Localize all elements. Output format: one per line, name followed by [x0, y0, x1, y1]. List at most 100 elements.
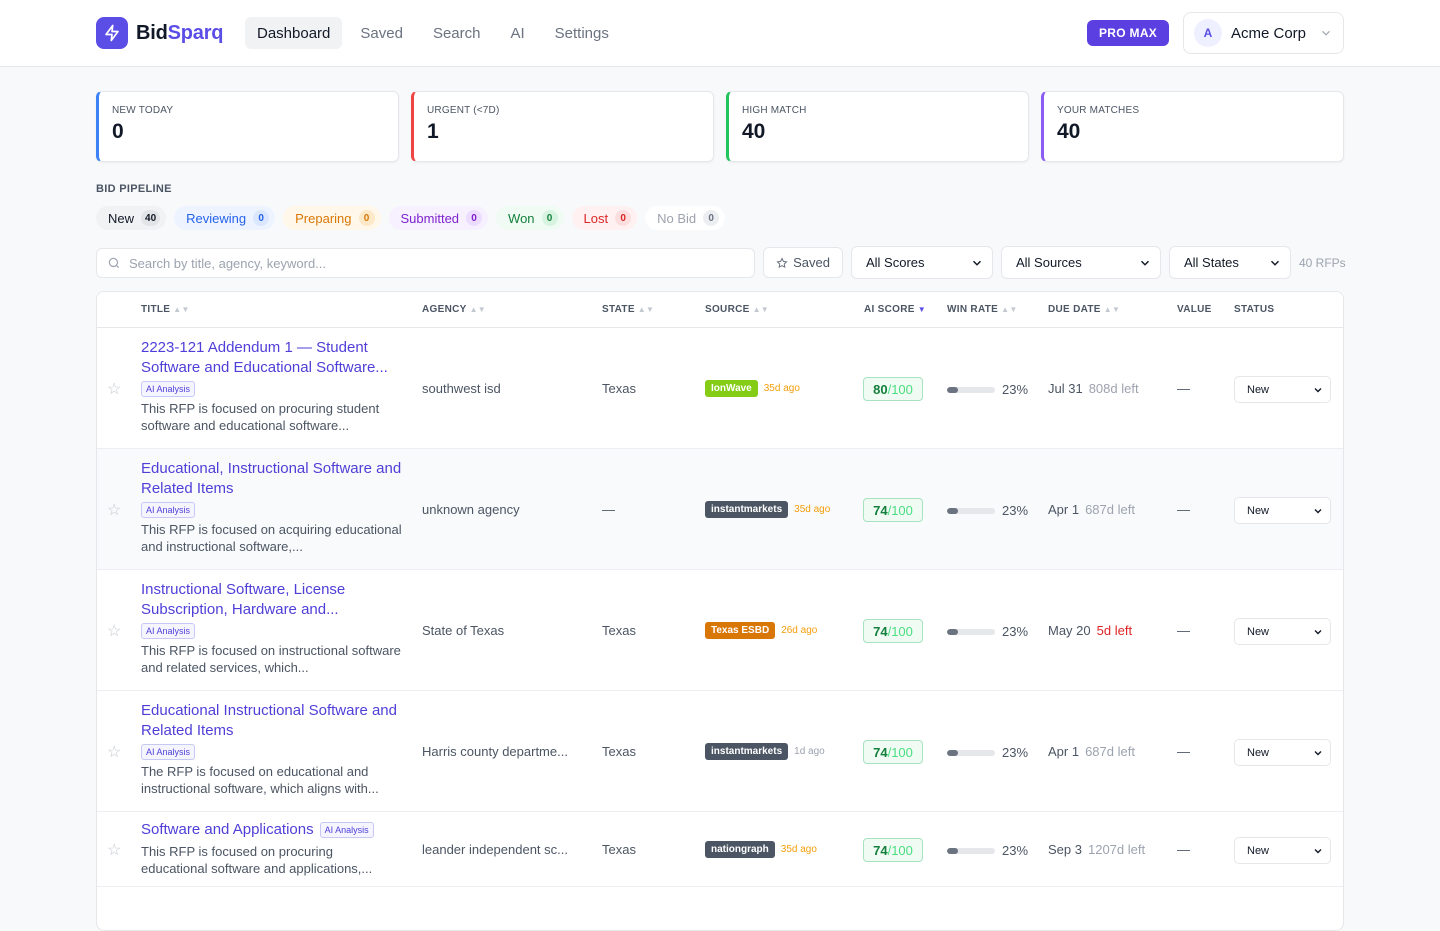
- star-icon[interactable]: ☆: [107, 502, 122, 519]
- rfp-description: This RFP is focused on procuring educati…: [141, 844, 373, 876]
- ai-analysis-badge[interactable]: AI Analysis: [141, 623, 196, 639]
- status-select[interactable]: New: [1234, 618, 1331, 645]
- search-icon: [108, 257, 120, 269]
- value-cell: —: [1177, 623, 1190, 638]
- status-value: New: [1247, 746, 1270, 759]
- sort-desc-icon: ▼: [917, 305, 926, 314]
- ai-analysis-badge[interactable]: AI Analysis: [141, 502, 196, 518]
- stat-value: 40: [742, 120, 766, 143]
- stat-card[interactable]: HIGH MATCH 40: [726, 91, 1029, 162]
- col-source[interactable]: SOURCE ▲▼: [705, 304, 770, 315]
- col-title[interactable]: TITLE ▲▼: [141, 304, 190, 315]
- pipeline-title: BID PIPELINE: [96, 183, 172, 195]
- value-cell: —: [1177, 502, 1190, 517]
- pipeline-stage-submitted[interactable]: Submitted 0: [388, 206, 489, 230]
- status-select[interactable]: New: [1234, 837, 1331, 864]
- col-state[interactable]: STATE ▲▼: [602, 304, 655, 315]
- pipeline-stage-new[interactable]: New 40: [96, 206, 167, 230]
- due-date: Jul 31: [1048, 381, 1083, 396]
- status-select[interactable]: New: [1234, 376, 1331, 403]
- pipeline-stage-no-bid[interactable]: No Bid 0: [645, 206, 726, 230]
- due-date-cell: May 20 5d left: [1048, 623, 1132, 638]
- col-win-rate[interactable]: WIN RATE ▲▼: [947, 304, 1018, 315]
- rfp-title-link[interactable]: Educational, Instructional Software and …: [141, 460, 402, 497]
- agency-cell: State of Texas: [422, 623, 505, 638]
- win-rate-bar: [947, 847, 995, 854]
- pipeline-stage-reviewing[interactable]: Reviewing 0: [174, 206, 276, 230]
- pipeline-stage-lost[interactable]: Lost 0: [571, 206, 638, 230]
- brand-name: BidSparq: [136, 21, 224, 44]
- account-switcher[interactable]: A Acme Corp: [1183, 12, 1344, 54]
- status-select[interactable]: New: [1234, 739, 1331, 766]
- star-icon: [776, 256, 788, 268]
- pipeline-stage-preparing[interactable]: Preparing 0: [283, 206, 381, 230]
- nav-item-dashboard[interactable]: Dashboard: [245, 17, 343, 49]
- win-rate-value: 23%: [1002, 843, 1029, 858]
- state-filter-select[interactable]: All States: [1169, 246, 1291, 279]
- star-icon[interactable]: ☆: [107, 842, 122, 859]
- status-select[interactable]: New: [1234, 497, 1331, 524]
- rfp-title-link[interactable]: Software and Applications: [141, 821, 314, 838]
- ai-score-cell: 80/100: [863, 377, 923, 401]
- sort-icon: ▲▼: [173, 305, 190, 314]
- nav-item-ai[interactable]: AI: [510, 24, 525, 42]
- stage-count: 40: [141, 210, 161, 226]
- stage-label: Preparing: [295, 210, 352, 226]
- value-cell: —: [1177, 842, 1190, 857]
- table-row[interactable]: ☆ Educational, Instructional Software an…: [97, 449, 1343, 570]
- ai-analysis-badge[interactable]: AI Analysis: [141, 744, 196, 760]
- chevron-down-icon: [1270, 260, 1280, 266]
- stat-value: 1: [427, 120, 439, 143]
- source-filter-select[interactable]: All Sources: [1001, 246, 1161, 279]
- stat-cards: NEW TODAY 0 URGENT (<7D) 1 HIGH MATCH 40 YO…: [96, 91, 1344, 162]
- stat-card[interactable]: YOUR MATCHES 40: [1041, 91, 1344, 162]
- ai-score-cell: 74/100: [863, 619, 923, 643]
- status-cell: New: [1234, 376, 1331, 403]
- col-value: VALUE: [1177, 304, 1212, 315]
- value-cell: —: [1177, 381, 1190, 396]
- score-filter-select[interactable]: All Scores: [851, 246, 993, 279]
- source-age: 35d ago: [763, 383, 800, 394]
- sort-icon: ▲▼: [637, 305, 655, 314]
- source-cell: IonWave 35d ago: [705, 380, 800, 397]
- table-body: ☆ 2223-121 Addendum 1 — Student Software…: [97, 328, 1343, 887]
- col-due-date[interactable]: DUE DATE ▲▼: [1048, 304, 1121, 315]
- bolt-icon: [96, 17, 128, 49]
- nav-item-saved[interactable]: Saved: [360, 24, 403, 42]
- col-ai-score[interactable]: AI SCORE ▼: [864, 304, 926, 315]
- pipeline-stage-won[interactable]: Won 0: [496, 206, 564, 230]
- table-row[interactable]: ☆ 2223-121 Addendum 1 — Student Software…: [97, 328, 1343, 449]
- stat-label: NEW TODAY: [112, 105, 174, 116]
- star-icon[interactable]: ☆: [107, 381, 122, 398]
- nav-item-search[interactable]: Search: [432, 24, 481, 42]
- nav-item-settings[interactable]: Settings: [554, 24, 609, 42]
- brand-logo[interactable]: BidSparq: [96, 17, 224, 49]
- star-icon[interactable]: ☆: [107, 744, 122, 761]
- star-icon[interactable]: ☆: [107, 623, 122, 640]
- days-left: 687d left: [1085, 502, 1135, 517]
- due-date-cell: Apr 1 687d left: [1048, 744, 1135, 759]
- saved-filter-button[interactable]: Saved: [763, 247, 843, 278]
- source-filter-value: All Sources: [1016, 255, 1082, 270]
- ai-analysis-badge[interactable]: AI Analysis: [319, 822, 374, 838]
- rfp-description: The RFP is focused on educational and in…: [141, 764, 379, 796]
- stat-label: YOUR MATCHES: [1057, 105, 1140, 116]
- table-row[interactable]: ☆ Software and Applications AI Analysis …: [97, 812, 1343, 887]
- search-box: [96, 248, 755, 278]
- win-rate-bar: [947, 749, 995, 756]
- rfp-title-link[interactable]: Instructional Software, License Subscrip…: [141, 581, 346, 618]
- ai-score-badge: 74/100: [863, 619, 923, 643]
- due-date: Apr 1: [1048, 744, 1080, 759]
- table-row[interactable]: ☆ Instructional Software, License Subscr…: [97, 570, 1343, 691]
- rfp-title-link[interactable]: 2223-121 Addendum 1 — Student Software a…: [141, 339, 388, 376]
- search-input[interactable]: [129, 255, 744, 271]
- ai-analysis-badge[interactable]: AI Analysis: [141, 381, 196, 397]
- rfp-title-link[interactable]: Educational Instructional Software and R…: [141, 702, 397, 739]
- stage-count: 0: [466, 210, 483, 226]
- stat-card[interactable]: NEW TODAY 0: [96, 91, 399, 162]
- state-cell: Texas: [602, 842, 636, 857]
- table-row[interactable]: ☆ Educational Instructional Software and…: [97, 691, 1343, 812]
- stat-card[interactable]: URGENT (<7D) 1: [411, 91, 714, 162]
- col-agency[interactable]: AGENCY ▲▼: [422, 304, 487, 315]
